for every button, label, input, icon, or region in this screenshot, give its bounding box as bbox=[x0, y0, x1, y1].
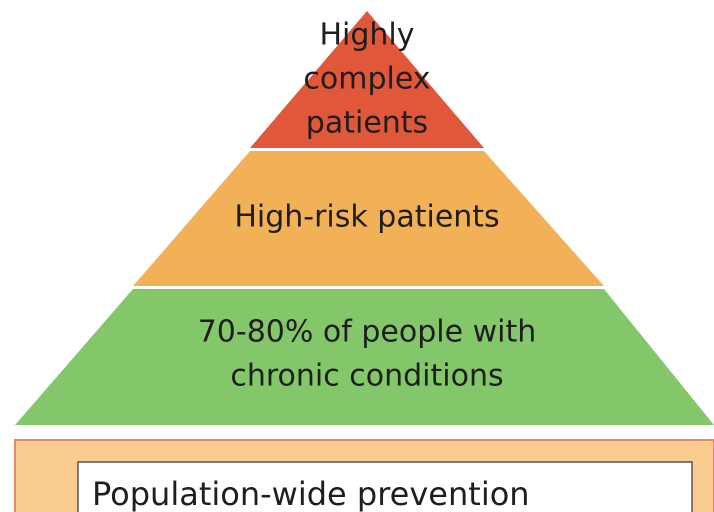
tier-label: High-risk patients bbox=[234, 200, 499, 235]
base-label: Population-wide prevention bbox=[92, 475, 530, 512]
tier-label: 70-80% of people with bbox=[198, 315, 537, 350]
tier-label: chronic conditions bbox=[230, 359, 503, 394]
middle-tier bbox=[133, 151, 604, 286]
base-box bbox=[77, 461, 693, 512]
tier-label: patients bbox=[306, 106, 428, 141]
tier-label: Highly bbox=[319, 18, 414, 53]
bottom-tier bbox=[15, 289, 714, 425]
top-tier bbox=[250, 11, 484, 148]
tier-label: complex bbox=[303, 62, 430, 97]
